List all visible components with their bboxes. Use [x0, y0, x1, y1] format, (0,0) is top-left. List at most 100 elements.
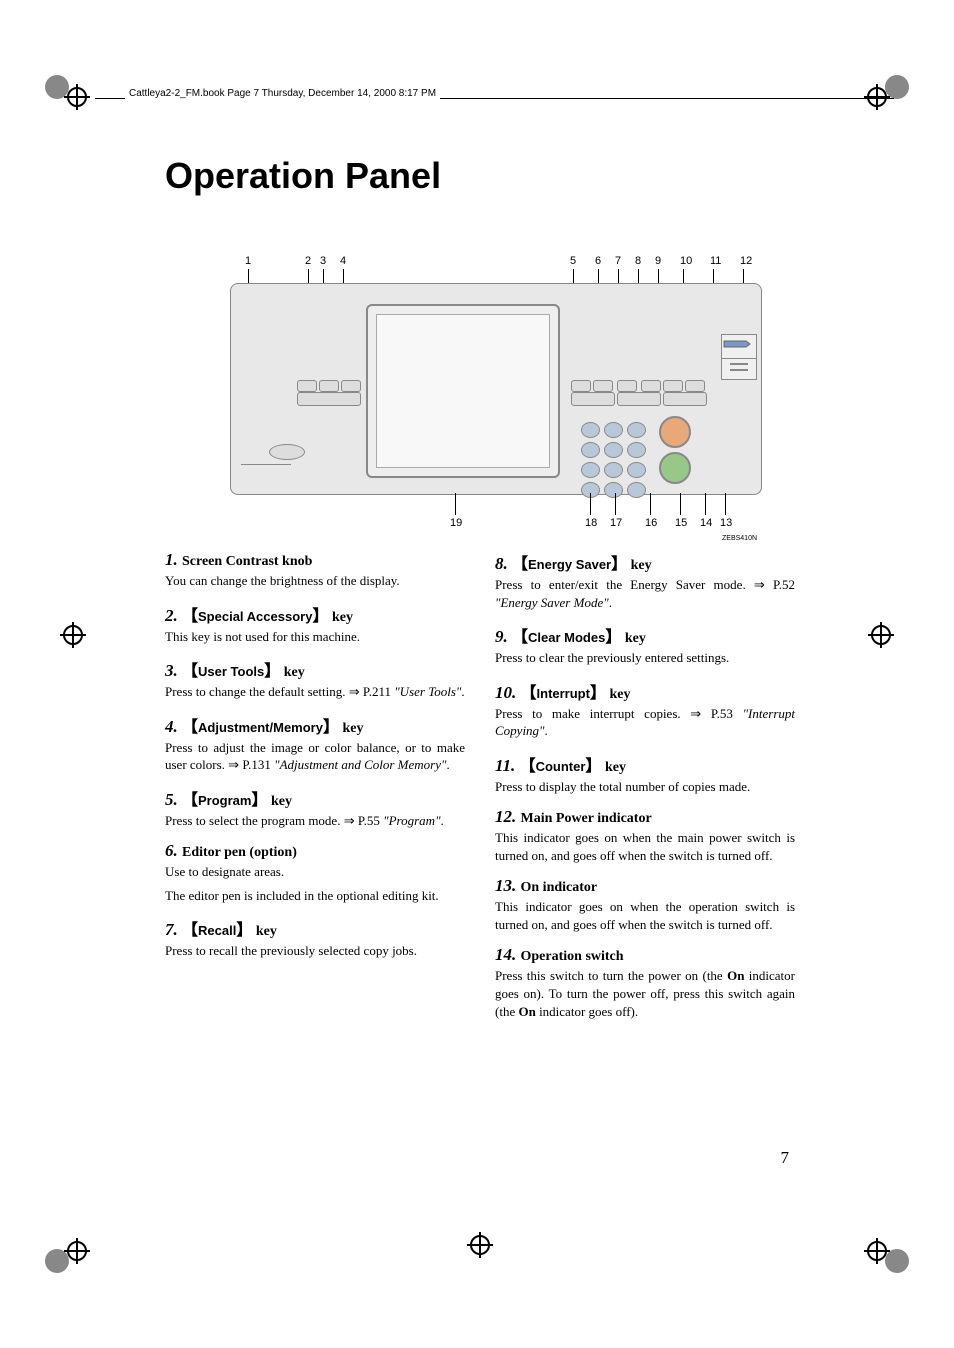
diagram-label-top-6: 6	[595, 255, 601, 267]
item-number: 8.	[495, 554, 512, 573]
diagram-label-top-3: 3	[320, 255, 326, 267]
item-body: This key is not used for this machine.	[165, 628, 465, 646]
item-number: 9.	[495, 627, 512, 646]
item-3: 3. 【User Tools】 keyPress to change the d…	[165, 657, 465, 701]
item-13: 13. On indicator This indicator goes on w…	[495, 876, 795, 933]
diagram-label-bottom-16: 16	[645, 517, 657, 529]
item-heading: 5. 【Program】 key	[165, 786, 465, 810]
reg-mark-tr	[862, 72, 912, 122]
diagram-label-top-5: 5	[570, 255, 576, 267]
key-suffix: key	[268, 794, 293, 809]
diagram-label-top-9: 9	[655, 255, 661, 267]
item-heading: 7. 【Recall】 key	[165, 916, 465, 940]
cross-reference: "Interrupt Copying"	[495, 706, 795, 739]
item-title: Operation switch	[521, 949, 624, 964]
item-number: 1.	[165, 550, 182, 569]
item-body: Press to enter/exit the Energy Saver mod…	[495, 576, 795, 611]
diagram-label-bottom-13: 13	[720, 517, 732, 529]
key-name: Clear Modes	[528, 630, 605, 645]
item-12: 12. Main Power indicatorThis indicator g…	[495, 807, 795, 864]
item-heading: 10. 【Interrupt】 key	[495, 679, 795, 703]
running-head: Cattleya2-2_FM.book Page 7 Thursday, Dec…	[125, 88, 440, 99]
diagram-label-bottom-14: 14	[700, 517, 712, 529]
reg-mark-bl	[42, 1226, 92, 1276]
item-body: This indicator goes on when the main pow…	[495, 829, 795, 864]
bracket-open: 【	[182, 792, 198, 809]
lead-line	[455, 493, 456, 515]
page-number: 7	[781, 1148, 790, 1168]
special-accessory-key	[297, 380, 317, 392]
item-number: 2.	[165, 606, 182, 625]
item-number: 3.	[165, 661, 182, 680]
clear-modes-key	[641, 380, 661, 392]
item-number: 10.	[495, 683, 521, 702]
cross-reference: "User Tools"	[394, 684, 461, 699]
lead-line	[615, 493, 616, 515]
item-body: Press to change the default setting. ⇒ P…	[165, 683, 465, 701]
bracket-close: 】	[312, 608, 328, 625]
item-6: 6. Editor pen (option)Use to designate a…	[165, 841, 465, 904]
item-7: 7. 【Recall】 key Press to recall the previ…	[165, 916, 465, 960]
item-heading: 6. Editor pen (option)	[165, 841, 465, 861]
diagram-label-bottom-19: 19	[450, 517, 462, 529]
key-pair-3	[663, 392, 707, 406]
lead-line	[590, 493, 591, 515]
diagram-label-top-4: 4	[340, 255, 346, 267]
bracket-close: 】	[251, 792, 267, 809]
reg-mark-bc	[465, 1230, 495, 1260]
diagram-label-top-8: 8	[635, 255, 641, 267]
item-number: 13.	[495, 876, 521, 895]
item-number: 7.	[165, 920, 182, 939]
key-suffix: key	[606, 687, 631, 702]
diagram-label-top-7: 7	[615, 255, 621, 267]
column-left: 1. Screen Contrast knobYou can change th…	[165, 550, 465, 1032]
recall-key	[593, 380, 613, 392]
interrupt-key	[663, 380, 683, 392]
display-screen	[366, 304, 560, 478]
diagram-label-top-11: 11	[710, 255, 721, 267]
item-title: Screen Contrast knob	[182, 554, 312, 569]
item-body: Press to recall the previously selected …	[165, 942, 465, 960]
column-right: 8. 【Energy Saver】 keyPress to enter/exit…	[495, 550, 795, 1032]
bracket-close: 】	[264, 663, 280, 680]
key-name: Recall	[198, 923, 236, 938]
diagram-label-bottom-18: 18	[585, 517, 597, 529]
user-tools-key	[319, 380, 339, 392]
key-name: Counter	[536, 759, 586, 774]
key-pair-2	[617, 392, 661, 406]
counter-key	[685, 380, 705, 392]
bracket-close: 】	[585, 758, 601, 775]
bracket-open: 【	[520, 758, 536, 775]
bracket-close: 】	[236, 922, 252, 939]
bracket-close: 】	[605, 629, 621, 646]
item-heading: 1. Screen Contrast knob	[165, 550, 465, 570]
item-1: 1. Screen Contrast knobYou can change th…	[165, 550, 465, 590]
item-heading: 12. Main Power indicator	[495, 807, 795, 827]
item-heading: 4. 【Adjustment/Memory】 key	[165, 713, 465, 737]
panel-body	[230, 283, 762, 495]
item-title: Main Power indicator	[521, 811, 652, 826]
adjustment-memory-key	[341, 380, 361, 392]
item-heading: 9. 【Clear Modes】 key	[495, 623, 795, 647]
bracket-open: 【	[182, 922, 198, 939]
key-suffix: key	[339, 721, 364, 736]
key-group	[297, 392, 361, 406]
cross-reference: "Program"	[383, 813, 440, 828]
key-name: Energy Saver	[528, 557, 611, 572]
item-body: This indicator goes on when the operatio…	[495, 898, 795, 933]
key-suffix: key	[280, 665, 305, 680]
program-key	[571, 380, 591, 392]
bracket-open: 【	[521, 685, 537, 702]
item-heading: 11. 【Counter】 key	[495, 752, 795, 776]
diagram-label-top-2: 2	[305, 255, 311, 267]
pen-slot	[241, 464, 291, 465]
key-suffix: key	[621, 631, 646, 646]
item-2: 2. 【Special Accessory】 keyThis key is no…	[165, 602, 465, 646]
bracket-open: 【	[512, 556, 528, 573]
key-suffix: key	[252, 924, 277, 939]
item-title: On indicator	[521, 880, 598, 895]
item-body: Press this switch to turn the power on (…	[495, 967, 795, 1020]
key-suffix: key	[601, 760, 626, 775]
content-columns: 1. Screen Contrast knobYou can change th…	[165, 550, 795, 1032]
indicator-panel	[721, 334, 757, 380]
